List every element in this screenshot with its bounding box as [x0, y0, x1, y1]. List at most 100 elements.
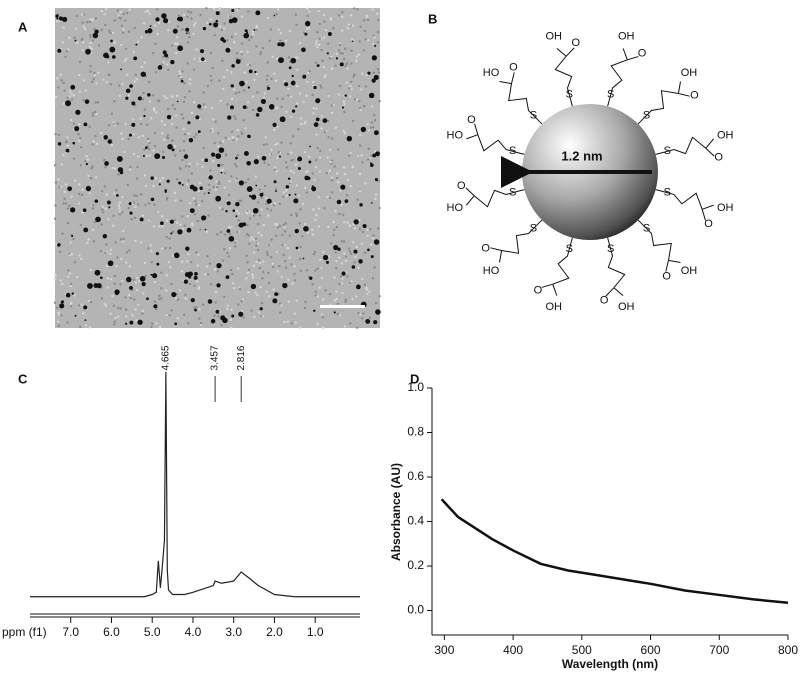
- texture: [97, 71, 100, 74]
- carbonyl: [705, 147, 715, 157]
- texture: [137, 303, 140, 306]
- texture: [128, 265, 131, 268]
- texture: [337, 93, 341, 96]
- particle: [70, 207, 76, 213]
- texture: [140, 36, 143, 39]
- texture: [311, 93, 314, 97]
- particle: [181, 183, 184, 186]
- texture: [236, 230, 239, 234]
- texture: [89, 41, 92, 45]
- particle: [373, 130, 379, 136]
- texture: [261, 277, 264, 280]
- texture: [118, 94, 122, 98]
- texture: [62, 202, 65, 205]
- texture: [73, 293, 76, 297]
- texture: [200, 199, 204, 203]
- texture: [66, 144, 70, 147]
- texture: [275, 12, 278, 16]
- texture: [127, 137, 130, 141]
- texture: [157, 99, 161, 103]
- texture: [147, 219, 151, 222]
- texture: [229, 268, 233, 272]
- texture: [355, 55, 359, 58]
- particle: [125, 322, 128, 325]
- texture: [356, 326, 359, 329]
- texture: [299, 245, 302, 248]
- texture: [345, 62, 348, 66]
- chain: [554, 55, 573, 107]
- texture: [225, 68, 229, 72]
- texture: [273, 202, 277, 205]
- particle: [255, 113, 260, 117]
- texture: [142, 22, 146, 25]
- texture: [135, 78, 138, 81]
- texture: [230, 35, 234, 38]
- texture: [284, 222, 287, 225]
- texture: [63, 89, 66, 93]
- texture: [154, 42, 157, 46]
- texture: [376, 41, 380, 44]
- texture: [275, 251, 279, 254]
- particle: [71, 234, 74, 238]
- texture: [222, 87, 225, 91]
- texture: [109, 83, 112, 86]
- texture: [351, 24, 355, 27]
- y-tick-label: 0.2: [407, 558, 424, 572]
- texture: [174, 199, 177, 202]
- texture: [258, 266, 262, 270]
- particle: [167, 144, 173, 150]
- particle: [174, 322, 178, 326]
- texture: [64, 202, 68, 205]
- texture: [173, 191, 177, 195]
- texture: [61, 282, 64, 286]
- texture: [245, 277, 248, 280]
- texture: [186, 62, 189, 65]
- texture: [329, 160, 332, 164]
- texture: [182, 100, 186, 104]
- texture: [173, 107, 177, 111]
- texture: [78, 73, 81, 77]
- texture: [327, 255, 331, 258]
- texture: [354, 255, 357, 258]
- texture: [100, 208, 104, 211]
- texture: [171, 95, 174, 98]
- texture: [316, 46, 319, 49]
- particle: [129, 211, 133, 215]
- texture: [228, 247, 232, 250]
- texture: [122, 237, 125, 241]
- hydroxyl-bond: [556, 47, 567, 57]
- texture: [296, 56, 299, 59]
- texture: [284, 266, 288, 269]
- texture: [128, 8, 131, 11]
- texture: [351, 241, 355, 244]
- texture: [366, 158, 370, 161]
- texture: [137, 279, 141, 283]
- texture: [186, 41, 190, 44]
- texture: [212, 7, 216, 11]
- carbonyl: [474, 123, 479, 135]
- texture: [110, 143, 114, 147]
- texture: [188, 90, 191, 93]
- texture: [68, 204, 71, 208]
- particle: [355, 284, 361, 290]
- particle: [129, 320, 134, 325]
- particle: [108, 206, 111, 209]
- texture: [118, 84, 121, 87]
- particle: [344, 94, 347, 97]
- texture: [287, 300, 291, 303]
- texture: [104, 304, 108, 307]
- texture: [259, 50, 263, 54]
- texture: [54, 133, 57, 136]
- texture: [115, 264, 118, 268]
- texture: [320, 266, 323, 270]
- texture: [93, 220, 97, 224]
- texture: [188, 282, 192, 286]
- texture: [153, 280, 157, 284]
- texture: [105, 243, 108, 246]
- texture: [325, 171, 329, 175]
- texture: [318, 286, 321, 289]
- texture: [315, 107, 318, 110]
- texture: [202, 303, 205, 306]
- texture: [270, 77, 273, 81]
- absorbance-line: [440, 498, 789, 604]
